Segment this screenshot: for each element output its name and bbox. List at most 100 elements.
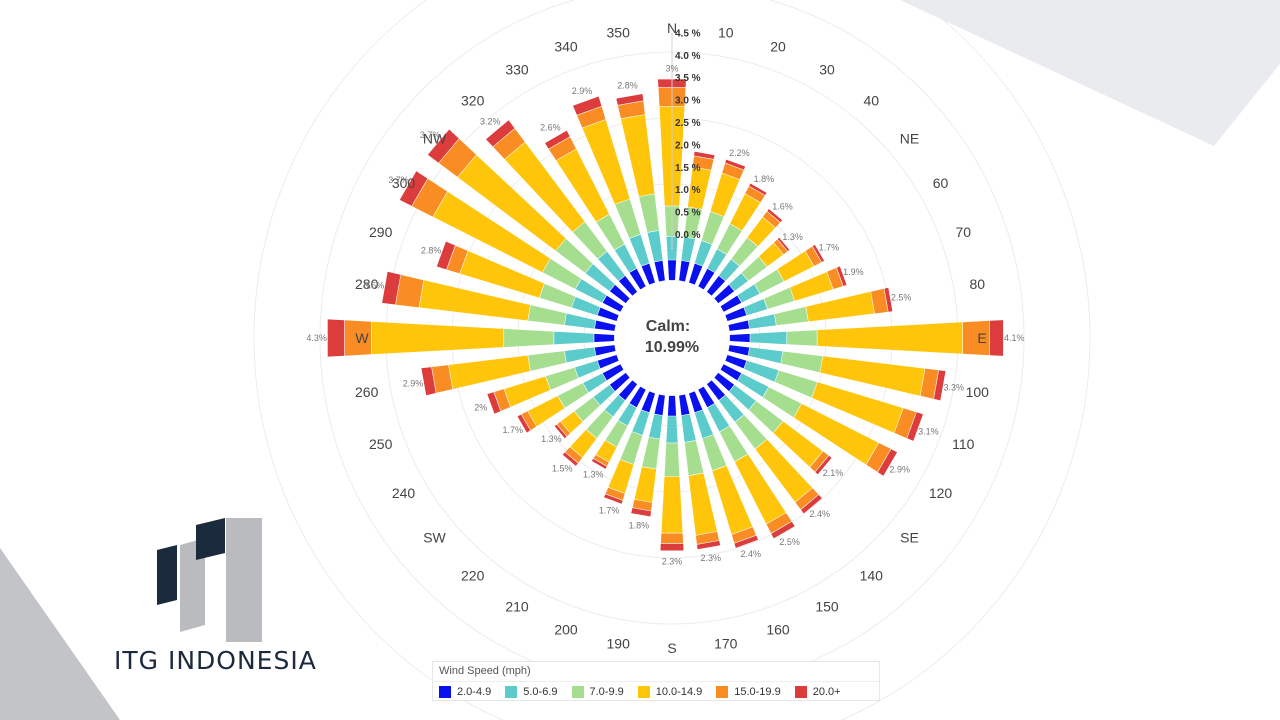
angular-label-270: W	[355, 330, 369, 346]
bar-270-5.0-6.9	[554, 331, 594, 345]
angular-label-340: 340	[554, 39, 578, 55]
legend-label: 2.0-4.9	[457, 686, 492, 698]
bar-total-label-280: 3.5%	[364, 281, 385, 291]
bar-40-2.0-4.9	[706, 275, 726, 296]
legend-title: Wind Speed (mph)	[439, 665, 531, 677]
angular-label-80: 80	[970, 276, 986, 292]
bar-340-15.0-19.9	[577, 106, 606, 128]
bar-200-2.0-4.9	[641, 391, 655, 413]
bar-0-2.0-4.9	[667, 260, 677, 281]
bar-250-15.0-19.9	[494, 389, 511, 411]
bar-190-15.0-19.9	[632, 499, 653, 511]
legend-swatch	[716, 686, 729, 698]
bar-250-20.0+	[487, 392, 501, 414]
bar-20-2.0-4.9	[689, 263, 703, 285]
bar-total-label-260: 2.9%	[403, 379, 424, 389]
bar-total-label-70: 1.9%	[843, 267, 864, 277]
bar-total-label-0: 3%	[665, 63, 678, 73]
bar-350-7.0-9.9	[639, 194, 659, 233]
bar-300-10.0-14.9	[433, 191, 550, 273]
bar-320-20.0+	[486, 120, 515, 147]
bar-160-5.0-6.9	[694, 410, 714, 439]
bar-330-10.0-14.9	[556, 149, 610, 222]
bar-100-5.0-6.9	[748, 347, 783, 364]
bar-60-15.0-19.9	[805, 246, 822, 266]
bar-160-15.0-19.9	[731, 527, 756, 543]
bar-330-7.0-9.9	[596, 214, 625, 250]
bar-total-label-40: 1.6%	[772, 201, 793, 211]
bar-120-2.0-4.9	[720, 364, 742, 381]
bar-240-7.0-9.9	[558, 383, 589, 408]
bar-310-10.0-14.9	[457, 155, 566, 251]
bar-total-label-130: 2.1%	[823, 468, 844, 478]
bar-120-10.0-14.9	[794, 403, 879, 465]
legend-label: 10.0-14.9	[655, 686, 703, 698]
bar-350-20.0+	[616, 94, 644, 105]
logo-bar-2	[180, 538, 205, 632]
bar-10-7.0-9.9	[684, 207, 702, 239]
angular-label-140: 140	[860, 568, 884, 584]
angular-label-130: SE	[900, 529, 919, 545]
bar-120-7.0-9.9	[763, 387, 802, 418]
bar-10-10.0-14.9	[687, 167, 711, 209]
bar-total-label-250: 2%	[474, 403, 487, 413]
bar-160-10.0-14.9	[712, 465, 753, 535]
bar-330-20.0+	[545, 130, 570, 149]
bar-180-2.0-4.9	[667, 395, 677, 416]
bar-30-7.0-9.9	[717, 224, 742, 255]
top-right-decor-shape	[900, 0, 1280, 146]
bar-240-2.0-4.9	[602, 364, 624, 381]
bar-190-2.0-4.9	[654, 394, 665, 416]
bar-70-2.0-4.9	[725, 307, 747, 321]
bar-250-2.0-4.9	[597, 355, 619, 369]
bar-200-7.0-9.9	[620, 431, 643, 465]
angular-label-310: NW	[423, 131, 447, 147]
bar-350-10.0-14.9	[621, 114, 655, 197]
angular-label-10: 10	[718, 25, 734, 41]
bar-330-15.0-19.9	[548, 137, 576, 161]
bar-10-15.0-19.9	[692, 156, 714, 170]
bar-110-15.0-19.9	[894, 408, 917, 439]
bar-300-7.0-9.9	[542, 258, 581, 289]
bar-total-label-200: 1.7%	[599, 506, 620, 516]
bar-290-5.0-6.9	[571, 296, 600, 316]
bar-340-10.0-14.9	[582, 119, 630, 205]
radial-tick-label-7: 3.5 %	[675, 73, 701, 84]
bar-230-15.0-19.9	[557, 421, 571, 437]
bar-200-20.0+	[604, 494, 623, 504]
bar-total-label-300: 3.7%	[388, 175, 409, 185]
bar-200-15.0-19.9	[605, 487, 625, 500]
bar-340-7.0-9.9	[615, 199, 641, 238]
bar-250-10.0-14.9	[504, 376, 551, 407]
legend: Wind Speed (mph) 2.0-4.9 5.0-6.9 7.0-9.9 10…	[432, 661, 880, 701]
angular-label-150: 150	[815, 599, 839, 615]
bar-290-7.0-9.9	[539, 283, 576, 308]
angular-label-200: 200	[554, 621, 578, 637]
legend-swatch	[794, 686, 807, 698]
bar-140-7.0-9.9	[735, 415, 767, 449]
bar-40-7.0-9.9	[731, 237, 758, 266]
angular-label-210: 210	[505, 599, 529, 615]
bar-total-label-210: 1.3%	[583, 469, 604, 479]
bar-160-2.0-4.9	[689, 391, 703, 413]
angular-label-230: SW	[423, 529, 446, 545]
bar-210-7.0-9.9	[605, 420, 628, 447]
radial-tick-label-1: 0.5 %	[675, 208, 701, 219]
bar-240-10.0-14.9	[528, 396, 565, 427]
legend-swatch	[637, 686, 650, 698]
legend-label: 7.0-9.9	[589, 686, 624, 698]
bar-60-10.0-14.9	[777, 251, 814, 282]
bar-50-20.0+	[777, 237, 790, 251]
angular-label-300: 300	[392, 175, 416, 191]
bar-200-10.0-14.9	[608, 459, 634, 494]
bar-10-5.0-6.9	[681, 237, 695, 262]
bar-total-label-90: 4.1%	[1004, 333, 1025, 343]
bar-160-20.0+	[734, 535, 759, 548]
bar-220-20.0+	[562, 452, 578, 466]
bar-total-label-270: 4.3%	[306, 333, 327, 343]
angular-label-180: S	[667, 640, 676, 656]
bar-340-20.0+	[573, 96, 602, 115]
bar-total-label-120: 2.9%	[890, 465, 911, 475]
bar-80-10.0-14.9	[806, 291, 875, 322]
bar-80-15.0-19.9	[871, 288, 888, 314]
